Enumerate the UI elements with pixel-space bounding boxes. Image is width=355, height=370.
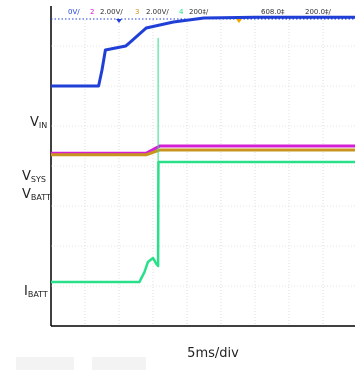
header-ch1-scale: 0V/ xyxy=(68,8,80,16)
scope-traces xyxy=(51,15,355,284)
trace-vsys xyxy=(51,144,355,155)
time-marker-icon xyxy=(236,19,242,23)
header-ch2-scale: 2.00V/ xyxy=(100,8,123,16)
label-vsys: VSYS xyxy=(22,169,46,184)
channel-labels: VIN VSYS VBATT IBATT xyxy=(22,115,51,299)
label-ibatt-sub: BATT xyxy=(28,290,48,299)
label-vin: VIN xyxy=(30,115,47,130)
watermark-block-left xyxy=(16,357,74,370)
label-vbatt-main: V xyxy=(22,187,31,202)
label-vin-sub: IN xyxy=(39,121,47,130)
trace-vin xyxy=(51,15,355,88)
header-ch3-scale: 2.00V/ xyxy=(146,8,169,16)
header-ch4-scale: 200‡/ xyxy=(189,8,209,16)
header-time-position: 608.0‡ xyxy=(261,8,285,16)
label-vsys-main: V xyxy=(22,169,31,184)
watermark-block-right xyxy=(92,357,146,370)
label-vbatt: VBATT xyxy=(22,187,51,202)
x-axis-label: 5ms/div xyxy=(187,346,239,361)
header-ch3-num: 3 xyxy=(135,8,139,16)
trigger-marker-icon xyxy=(116,19,122,23)
label-vsys-sub: SYS xyxy=(31,175,46,184)
scope-header: 0V/ 2 2.00V/ 3 2.00V/ 4 200‡/ 608.0‡ 200… xyxy=(51,8,355,23)
header-time-div: 200.0‡/ xyxy=(305,8,332,16)
label-vbatt-sub: BATT xyxy=(31,193,51,202)
label-ibatt-main: I xyxy=(24,284,28,299)
label-vin-main: V xyxy=(30,115,39,130)
trace-ibatt xyxy=(51,160,355,284)
label-ibatt: IBATT xyxy=(24,284,48,299)
plot-grid xyxy=(51,20,355,326)
header-ch2-num: 2 xyxy=(90,8,94,16)
trace-vbatt xyxy=(51,148,355,157)
header-ch4-num: 4 xyxy=(179,8,184,16)
